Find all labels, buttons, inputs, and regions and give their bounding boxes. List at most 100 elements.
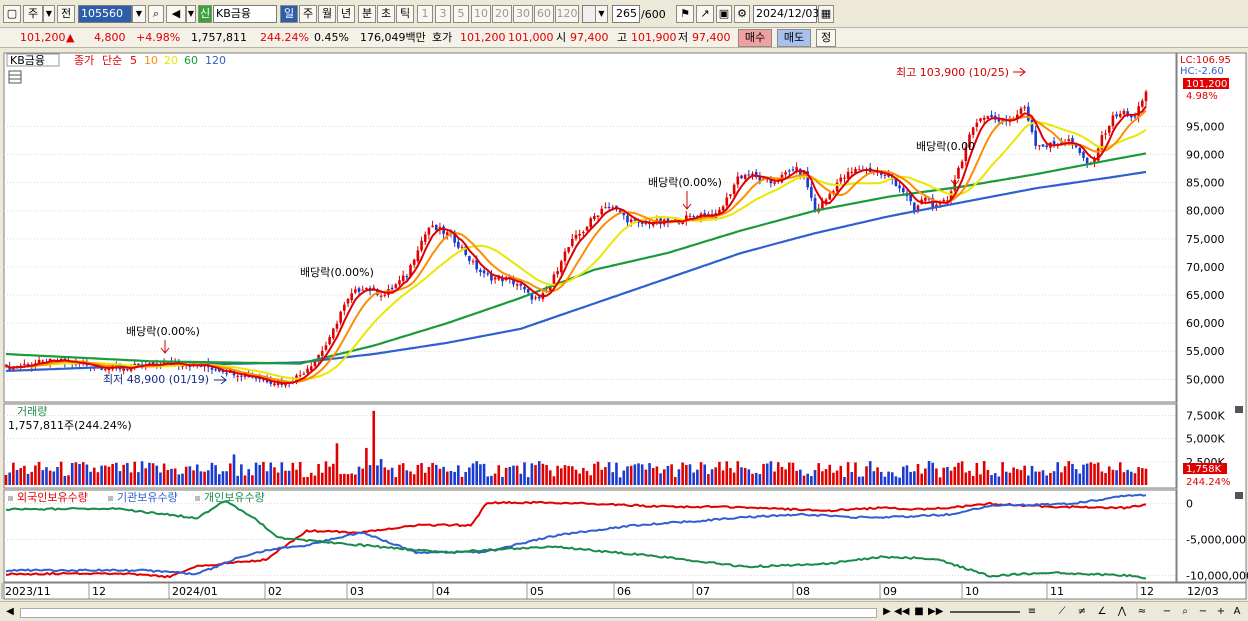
indicator-icon[interactable]: ⚑ — [676, 5, 694, 23]
volume-bar — [85, 464, 89, 485]
font-size-button[interactable]: A — [1233, 606, 1241, 617]
prev-button[interactable]: 전 — [57, 5, 75, 23]
correct-button[interactable]: 정 — [816, 29, 836, 47]
date-input[interactable]: 2024/12/03 — [753, 5, 819, 23]
candle-body — [968, 134, 971, 148]
interval-5-button[interactable]: 5 — [453, 5, 469, 23]
interval-3-button[interactable]: 3 — [435, 5, 451, 23]
volume-bar — [479, 464, 482, 485]
calendar-icon[interactable]: ▦ — [818, 5, 834, 23]
interval-120-button[interactable]: 120 — [555, 5, 579, 23]
volume-bar — [1038, 471, 1041, 485]
channel-icon[interactable]: ≈ — [1137, 606, 1147, 617]
date-tick-label: 04 — [436, 585, 450, 598]
chevron-down-icon[interactable]: ▼ — [186, 5, 196, 23]
angle-line-icon[interactable]: ∠ — [1097, 606, 1107, 617]
candle-body — [497, 276, 501, 280]
period-tick-button[interactable]: 틱 — [396, 5, 414, 23]
candle-body — [685, 215, 688, 222]
interval-1-button[interactable]: 1 — [417, 5, 433, 23]
candle-body — [1133, 116, 1137, 118]
volume-value: 1,757,811 — [191, 31, 247, 44]
period-year-button[interactable]: 년 — [337, 5, 355, 23]
date-tick-label: 11 — [1050, 585, 1064, 598]
code-dropdown-icon[interactable]: ▼ — [132, 5, 146, 23]
gear-icon[interactable]: ⚙ — [734, 5, 750, 23]
drawing-tool-icon[interactable]: ↗ — [696, 5, 714, 23]
search-icon[interactable]: ⌕ — [148, 5, 164, 23]
volume-bar — [1078, 473, 1082, 485]
candle-body — [810, 186, 813, 198]
period-day-button[interactable]: 일 — [280, 5, 298, 23]
chevron-down-icon[interactable]: ▼ — [595, 5, 608, 23]
zoom-icon[interactable]: ⌕ — [1182, 606, 1188, 617]
stock-code-input[interactable]: 105560 — [78, 5, 132, 23]
candle-body — [821, 201, 824, 209]
scroll-right-icon[interactable]: ▶ — [883, 606, 891, 617]
candle-body — [365, 287, 368, 290]
volume-bar — [1107, 466, 1111, 485]
volume-bar — [957, 462, 960, 485]
change-value: 4,800 — [94, 31, 126, 44]
count-input[interactable]: 265 — [612, 5, 640, 23]
table-icon[interactable] — [8, 70, 22, 84]
volume-bar — [1056, 462, 1060, 485]
trend-line-icon[interactable]: ⟋ — [1058, 606, 1066, 617]
interval-60-button[interactable]: 60 — [534, 5, 554, 23]
price-panel[interactable] — [3, 52, 1177, 403]
panel-close-icon[interactable] — [1235, 406, 1243, 413]
zoom-minus-button[interactable]: − — [1162, 606, 1172, 617]
volume-bar — [534, 465, 537, 485]
fast-forward-icon[interactable]: ▶▶ — [928, 606, 944, 617]
volume-bar — [894, 476, 898, 485]
volume-bar — [567, 466, 570, 485]
candle-body — [464, 246, 467, 255]
draw-tool-icon[interactable]: ≡ — [1027, 606, 1037, 617]
stock-name-field[interactable]: KB금융 — [213, 5, 277, 23]
stock-chart[interactable]: 50,000 55,000 60,000 65,000 70,000 75,000 80,0… — [0, 49, 1248, 601]
candle-body — [725, 197, 729, 206]
layout-icon[interactable]: ▢ — [3, 5, 21, 23]
market-mode-select[interactable]: 주 — [23, 5, 43, 23]
dividend-arrow-icon — [160, 340, 170, 354]
candle-body — [225, 373, 228, 375]
interval-10-button[interactable]: 10 — [471, 5, 491, 23]
candle-body — [1093, 159, 1096, 163]
candle-body — [703, 213, 707, 216]
period-minute-button[interactable]: 분 — [358, 5, 376, 23]
stop-icon[interactable]: ■ — [914, 606, 924, 617]
fan-line-icon[interactable]: ⋀ — [1117, 606, 1127, 617]
rewind-icon[interactable]: ◀◀ — [894, 606, 910, 617]
speaker-icon[interactable]: ◀ — [166, 5, 186, 23]
panel-close-icon[interactable] — [1235, 492, 1243, 499]
interval-30-button[interactable]: 30 — [513, 5, 533, 23]
volume-bar — [324, 461, 328, 485]
candle-body — [309, 366, 313, 371]
save-icon[interactable]: ▣ — [716, 5, 732, 23]
volume-bar — [111, 463, 114, 485]
volume-bar — [537, 461, 541, 485]
fibonacci-icon[interactable]: ≠ — [1077, 606, 1087, 617]
candle-body — [898, 185, 901, 189]
interval-20-button[interactable]: 20 — [492, 5, 512, 23]
period-second-button[interactable]: 초 — [377, 5, 395, 23]
candle-body — [357, 288, 361, 292]
zoom-out-button[interactable]: − — [1198, 606, 1208, 617]
volume-panel[interactable] — [3, 403, 1177, 489]
volume-bar — [438, 468, 442, 485]
period-month-button[interactable]: 월 — [318, 5, 336, 23]
candle-body — [412, 259, 416, 265]
sell-button[interactable]: 매도 — [777, 29, 811, 47]
period-week-button[interactable]: 주 — [299, 5, 317, 23]
buy-button[interactable]: 매수 — [738, 29, 772, 47]
scroll-left-icon[interactable]: ◀ — [6, 606, 14, 617]
zoom-slider[interactable] — [950, 611, 1020, 613]
chevron-down-icon[interactable]: ▼ — [43, 5, 55, 23]
price-tick-label: 55,000 — [1186, 345, 1225, 358]
legend-marker-icon — [195, 496, 200, 501]
candle-body — [453, 231, 456, 243]
volume-bar — [530, 463, 534, 485]
zoom-in-button[interactable]: + — [1216, 606, 1226, 617]
volume-bar — [401, 463, 405, 485]
scroll-track[interactable] — [20, 608, 877, 618]
